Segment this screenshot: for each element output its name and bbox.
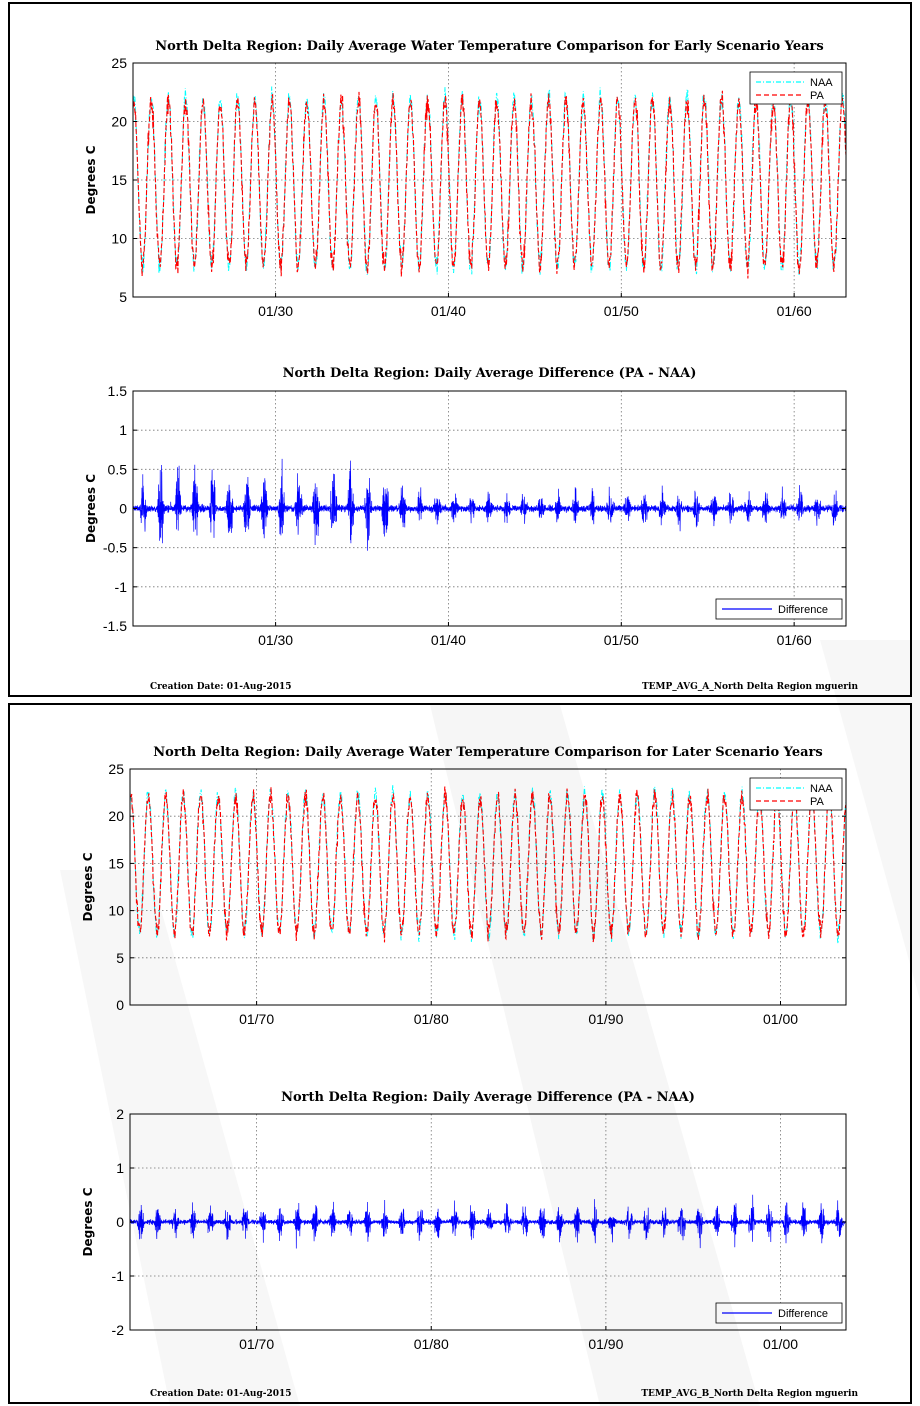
legend-box bbox=[749, 777, 843, 811]
x-tick-label: 01/40 bbox=[431, 303, 466, 319]
chart-1: North Delta Region: Daily Average Water … bbox=[84, 39, 847, 319]
y-tick-label: -0.5 bbox=[103, 540, 127, 556]
y-axis-label: Degrees C bbox=[84, 474, 98, 543]
y-tick-label: 1 bbox=[116, 1160, 124, 1176]
y-tick-label: -1 bbox=[112, 1268, 125, 1284]
chart-title: North Delta Region: Daily Average Water … bbox=[153, 745, 822, 760]
series-pa bbox=[130, 786, 846, 943]
creation-date-a: Creation Date: 01-Aug-2015 bbox=[150, 682, 292, 692]
y-tick-label: -1.5 bbox=[103, 618, 127, 634]
chart-4: North Delta Region: Daily Average Differ… bbox=[81, 1090, 847, 1352]
plot-area bbox=[133, 458, 846, 551]
y-tick-label: 0 bbox=[116, 997, 124, 1013]
plot-area bbox=[130, 1194, 846, 1249]
figure-id-b: TEMP_AVG_B_North Delta Region mguerin bbox=[641, 1389, 858, 1399]
y-tick-label: 20 bbox=[108, 808, 124, 824]
legend-label: Difference bbox=[778, 604, 828, 616]
figure-id-a: TEMP_AVG_A_North Delta Region mguerin bbox=[641, 682, 858, 692]
plot-area bbox=[133, 86, 846, 279]
y-axis-label: Degrees C bbox=[84, 145, 98, 214]
y-tick-label: 1 bbox=[119, 422, 127, 438]
series-pa bbox=[133, 88, 846, 279]
legend-label: PA bbox=[810, 796, 825, 808]
grid bbox=[133, 63, 846, 297]
legend-box bbox=[715, 1302, 843, 1324]
y-axis-label: Degrees C bbox=[81, 852, 95, 921]
x-tick-label: 01/90 bbox=[588, 1336, 623, 1352]
chart-2: North Delta Region: Daily Average Differ… bbox=[84, 366, 847, 648]
x-tick-label: 01/30 bbox=[258, 632, 293, 648]
y-tick-label: 5 bbox=[119, 289, 127, 305]
y-tick-label: 25 bbox=[111, 55, 127, 71]
x-tick-label: 01/60 bbox=[777, 632, 812, 648]
series-difference bbox=[130, 1194, 846, 1249]
figure-panel-a: North Delta Region: Daily Average Water … bbox=[8, 2, 912, 697]
chart-area-b: North Delta Region: Daily Average Water … bbox=[81, 745, 847, 1352]
y-tick-label: 0 bbox=[119, 501, 127, 517]
legend-label: NAA bbox=[810, 77, 833, 89]
chart-title: North Delta Region: Daily Average Differ… bbox=[283, 366, 697, 381]
x-tick-label: 01/90 bbox=[588, 1011, 623, 1027]
y-tick-label: 1.5 bbox=[108, 383, 128, 399]
x-tick-label: 01/70 bbox=[239, 1336, 274, 1352]
legend-label: NAA bbox=[810, 783, 833, 795]
y-tick-label: 25 bbox=[108, 761, 124, 777]
y-tick-label: 10 bbox=[111, 231, 127, 247]
y-tick-label: -1 bbox=[115, 579, 128, 595]
x-tick-label: 01/50 bbox=[604, 303, 639, 319]
y-tick-label: 0 bbox=[116, 1214, 124, 1230]
x-tick-label: 01/80 bbox=[414, 1336, 449, 1352]
y-tick-label: 20 bbox=[111, 114, 127, 130]
y-tick-label: 0.5 bbox=[108, 461, 128, 477]
chart-3: North Delta Region: Daily Average Water … bbox=[81, 745, 847, 1027]
x-tick-label: 01/40 bbox=[431, 632, 466, 648]
figure-panel-b: North Delta Region: Daily Average Water … bbox=[8, 703, 912, 1404]
y-tick-label: -2 bbox=[112, 1322, 125, 1338]
x-tick-label: 01/00 bbox=[763, 1336, 798, 1352]
series-difference bbox=[133, 458, 846, 551]
y-tick-label: 10 bbox=[108, 903, 124, 919]
x-tick-label: 01/70 bbox=[239, 1011, 274, 1027]
chart-title: North Delta Region: Daily Average Water … bbox=[155, 39, 823, 54]
y-tick-label: 5 bbox=[116, 950, 124, 966]
y-tick-label: 15 bbox=[111, 172, 127, 188]
plot-area bbox=[130, 784, 846, 944]
x-tick-label: 01/30 bbox=[258, 303, 293, 319]
y-tick-label: 2 bbox=[116, 1106, 124, 1122]
y-tick-label: 15 bbox=[108, 855, 124, 871]
x-tick-label: 01/60 bbox=[777, 303, 812, 319]
axes-box bbox=[129, 768, 847, 1006]
legend-box bbox=[715, 598, 843, 620]
legend: Difference bbox=[715, 598, 843, 620]
chart-area-a: North Delta Region: Daily Average Water … bbox=[84, 39, 847, 648]
legend-label: PA bbox=[810, 90, 825, 102]
legend-box bbox=[749, 71, 843, 105]
x-tick-label: 01/50 bbox=[604, 632, 639, 648]
y-axis-label: Degrees C bbox=[81, 1187, 95, 1256]
legend-label: Difference bbox=[778, 1308, 828, 1320]
x-tick-label: 01/00 bbox=[763, 1011, 798, 1027]
x-tick-label: 01/80 bbox=[414, 1011, 449, 1027]
legend: Difference bbox=[715, 1302, 843, 1324]
chart-title: North Delta Region: Daily Average Differ… bbox=[281, 1090, 695, 1105]
creation-date-b: Creation Date: 01-Aug-2015 bbox=[150, 1389, 292, 1399]
